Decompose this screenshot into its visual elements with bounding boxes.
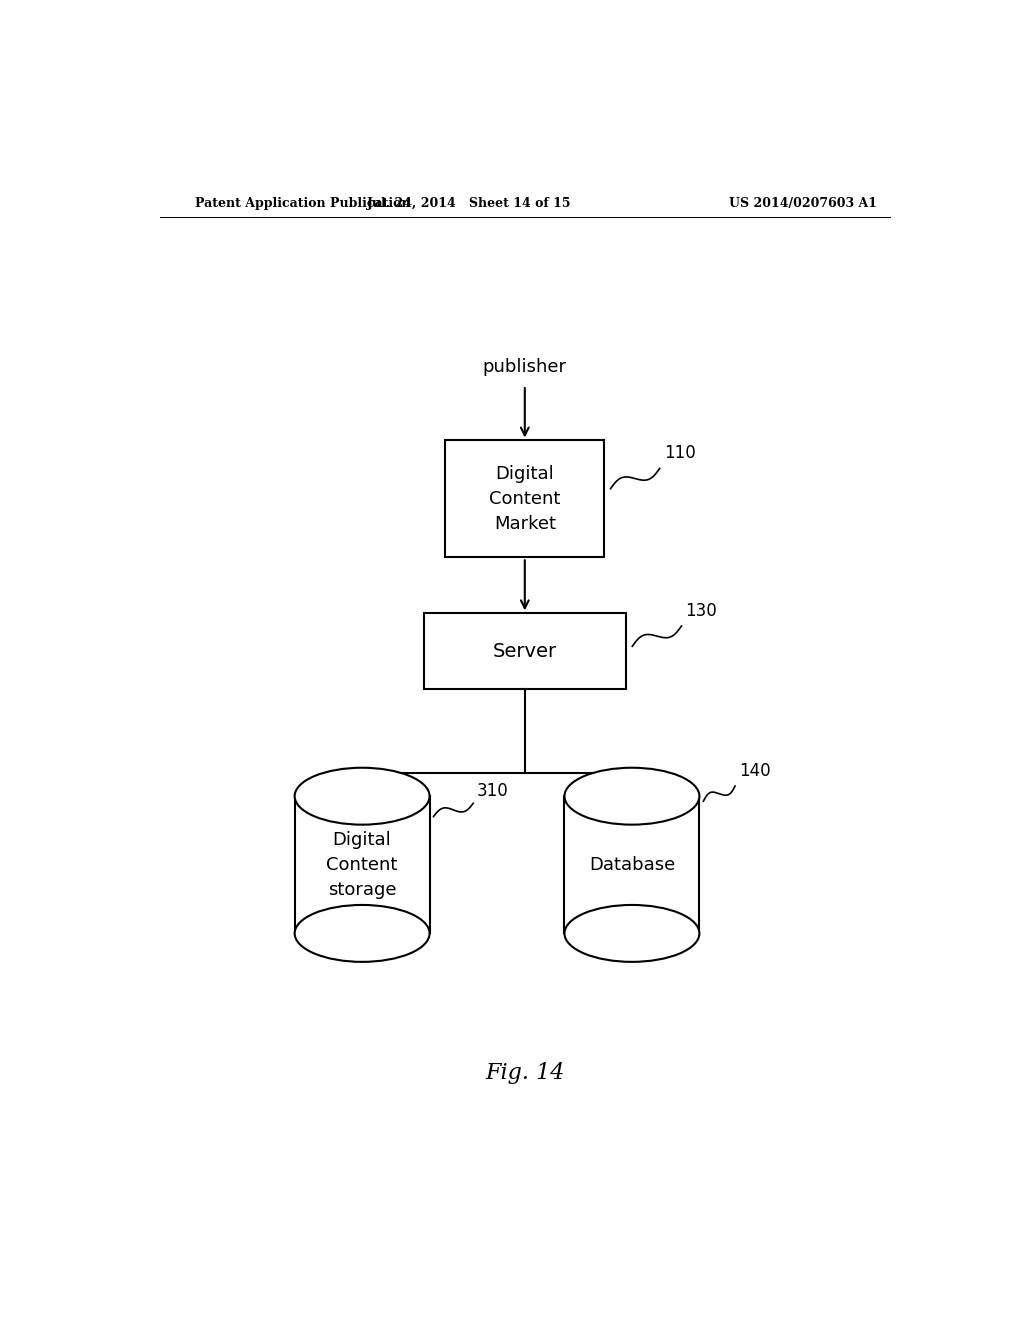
- Text: US 2014/0207603 A1: US 2014/0207603 A1: [728, 197, 877, 210]
- Text: Server: Server: [493, 642, 557, 661]
- Polygon shape: [564, 796, 699, 933]
- Text: Fig. 14: Fig. 14: [485, 1063, 564, 1084]
- Text: publisher: publisher: [482, 358, 567, 376]
- Text: 310: 310: [477, 783, 509, 800]
- Ellipse shape: [295, 768, 430, 825]
- Text: Database: Database: [589, 855, 675, 874]
- Ellipse shape: [564, 768, 699, 825]
- Text: Jul. 24, 2014   Sheet 14 of 15: Jul. 24, 2014 Sheet 14 of 15: [367, 197, 571, 210]
- Text: 140: 140: [739, 762, 771, 780]
- Text: Digital
Content
Market: Digital Content Market: [489, 465, 560, 533]
- Text: 110: 110: [664, 444, 695, 462]
- Text: Patent Application Publication: Patent Application Publication: [196, 197, 411, 210]
- Ellipse shape: [295, 906, 430, 962]
- Polygon shape: [295, 796, 430, 933]
- Text: Digital
Content
storage: Digital Content storage: [327, 830, 397, 899]
- Ellipse shape: [564, 906, 699, 962]
- Bar: [445, 441, 604, 557]
- Bar: [424, 614, 626, 689]
- Text: 130: 130: [685, 602, 717, 619]
